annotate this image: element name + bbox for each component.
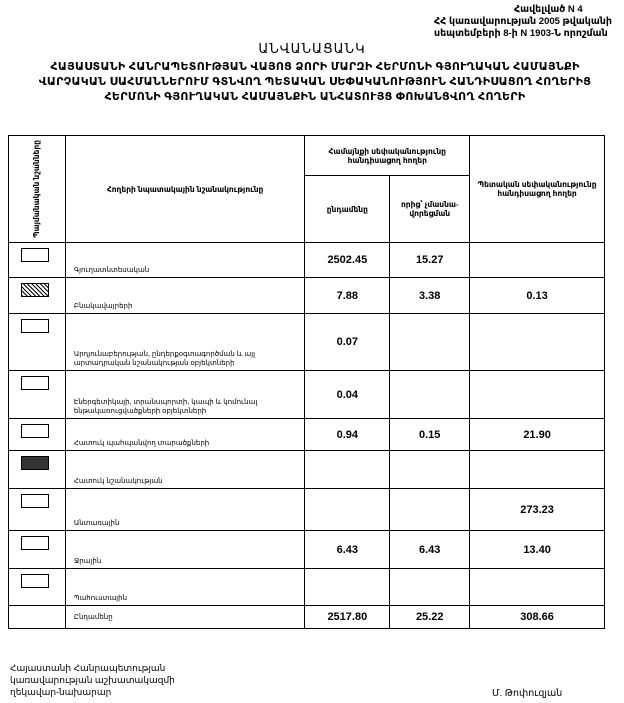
sum-total: 2517.80 xyxy=(304,605,391,629)
community-of-which: 6.43 xyxy=(389,530,471,569)
symbol-cell xyxy=(8,313,66,371)
annex-number: Հավելված N 4 xyxy=(513,4,583,15)
community-of-which xyxy=(389,313,471,371)
symbol-cell xyxy=(8,370,66,419)
state-land: 13.40 xyxy=(469,530,605,569)
land-symbol-icon xyxy=(21,319,49,333)
symbol-cell xyxy=(8,530,66,569)
document-subtitle: ՀԱՅԱՍՏԱՆԻ ՀԱՆՐԱՊԵՏՈՒԹՅԱՆ ՎԱՅՈՑ ՁՈՐԻ ՄԱՐԶ… xyxy=(38,61,592,103)
community-of-which xyxy=(389,568,471,606)
state-land xyxy=(469,370,605,419)
land-symbol-icon xyxy=(21,574,49,588)
symbol-cell xyxy=(8,450,66,489)
state-land: 21.90 xyxy=(469,418,605,451)
symbol-cell xyxy=(8,568,66,606)
sum-row: Ընդամենը 2517.80 25.22 308.66 xyxy=(8,605,605,629)
sum-of-which: 25.22 xyxy=(389,605,471,629)
land-purpose: Հատուկ պահպանվող տարածքների xyxy=(64,418,306,451)
position-line: Հայաստանի Հանրապետության xyxy=(10,663,166,673)
community-total xyxy=(304,488,391,531)
land-purpose: Բնակավայրերի xyxy=(64,277,306,314)
land-symbol-icon xyxy=(21,494,49,508)
sum-icon-cell xyxy=(8,605,66,629)
table-row: Հատուկ պահպանվող տարածքների 0.94 0.15 21… xyxy=(8,418,605,451)
state-land: 273.23 xyxy=(469,488,605,531)
state-land xyxy=(469,242,605,278)
sum-label: Ընդամենը xyxy=(64,605,306,629)
annex-line: ՀՀ կառավարության 2005 թվականի xyxy=(433,16,612,27)
symbol-cell xyxy=(8,242,66,278)
state-land xyxy=(469,313,605,371)
symbol-cell xyxy=(8,418,66,451)
annex-reference: Հավելված N 4 ՀՀ կառավարության 2005 թվակա… xyxy=(434,4,612,40)
table-row: Էներգետիկայի, տրանսպորտի, կապի և կոմունա… xyxy=(8,370,605,419)
community-total xyxy=(304,450,391,489)
land-purpose: Արդյունաբերության, ընդերքօգտագործման և ա… xyxy=(64,313,306,371)
table-row: Գյուղատնտեսական 2502.45 15.27 xyxy=(8,242,605,278)
land-purpose: Էներգետիկայի, տրանսպորտի, կապի և կոմունա… xyxy=(64,370,306,419)
land-purpose: Գյուղատնտեսական xyxy=(64,242,306,278)
signatory-position: Հայաստանի Հանրապետության կառավարության ա… xyxy=(10,662,175,698)
land-purpose: Ջրային xyxy=(64,530,306,569)
community-total: 2502.45 xyxy=(304,242,391,278)
table-row: Ջրային 6.43 6.43 13.40 xyxy=(8,530,605,569)
community-of-which: 3.38 xyxy=(389,277,471,314)
land-symbol-icon xyxy=(21,536,49,550)
header-symbols: Պայմանական նշանները xyxy=(8,135,66,243)
sum-state: 308.66 xyxy=(469,605,605,629)
land-purpose: Հատուկ նշանակության xyxy=(64,450,306,489)
land-symbol-icon xyxy=(21,456,49,470)
header-state: Պետական սեփականությունը հանդիսացող հողեր xyxy=(469,135,605,243)
land-symbol-icon xyxy=(21,283,49,297)
land-purpose: Անտառային xyxy=(64,488,306,531)
land-symbol-icon xyxy=(21,424,49,438)
table-row: Պահուստային xyxy=(8,568,605,606)
header-row: ընդամենը որից՝ չմասնա-վորեցման xyxy=(9,175,605,243)
community-total: 7.88 xyxy=(304,277,391,314)
community-total xyxy=(304,568,391,606)
land-symbol-icon xyxy=(21,376,49,390)
community-total: 0.04 xyxy=(304,370,391,419)
community-total: 6.43 xyxy=(304,530,391,569)
community-of-which xyxy=(389,370,471,419)
community-of-which xyxy=(389,488,471,531)
land-purpose: Պահուստային xyxy=(64,568,306,606)
annex-line: սեպտեմբերի 8-ի N 1903-Ն որոշման xyxy=(433,28,608,39)
position-line: ղեկավար-նախարար xyxy=(10,687,112,697)
community-of-which xyxy=(389,450,471,489)
table-row: Բնակավայրերի 7.88 3.38 0.13 xyxy=(8,277,605,314)
symbol-cell xyxy=(8,277,66,314)
community-of-which: 0.15 xyxy=(389,418,471,451)
community-of-which: 15.27 xyxy=(389,242,471,278)
header-total: ընդամենը xyxy=(304,175,391,243)
table-row: Արդյունաբերության, ընդերքօգտագործման և ա… xyxy=(8,313,605,371)
header-row: Պայմանական նշանները Հողերի նպատակային նշ… xyxy=(8,135,605,243)
land-symbol-icon xyxy=(21,248,49,262)
position-line: կառավարության աշխատակազմի xyxy=(10,675,175,685)
header-symbols-text: Պայմանական նշանները xyxy=(32,140,42,238)
state-land xyxy=(469,568,605,606)
state-land: 0.13 xyxy=(469,277,605,314)
signatory-name: Մ. Թոփուզյան xyxy=(492,688,563,699)
land-table: Պայմանական նշանները Հողերի նպատակային նշ… xyxy=(8,135,605,629)
community-total: 0.07 xyxy=(304,313,391,371)
header-community: Համայնքի սեփականությունը հանդիսացող հողե… xyxy=(304,135,471,176)
community-total: 0.94 xyxy=(304,418,391,451)
document-title: ԱՆՎԱՆԱՑԱՆԿ xyxy=(258,41,366,56)
table-row: Հատուկ նշանակության xyxy=(8,450,605,489)
table-row: Անտառային 273.23 xyxy=(8,488,605,531)
state-land xyxy=(469,450,605,489)
symbol-cell xyxy=(8,488,66,531)
header-of-which: որից՝ չմասնա-վորեցման xyxy=(389,175,471,243)
header-purpose: Հողերի նպատակային նշանակությունը xyxy=(64,135,306,243)
